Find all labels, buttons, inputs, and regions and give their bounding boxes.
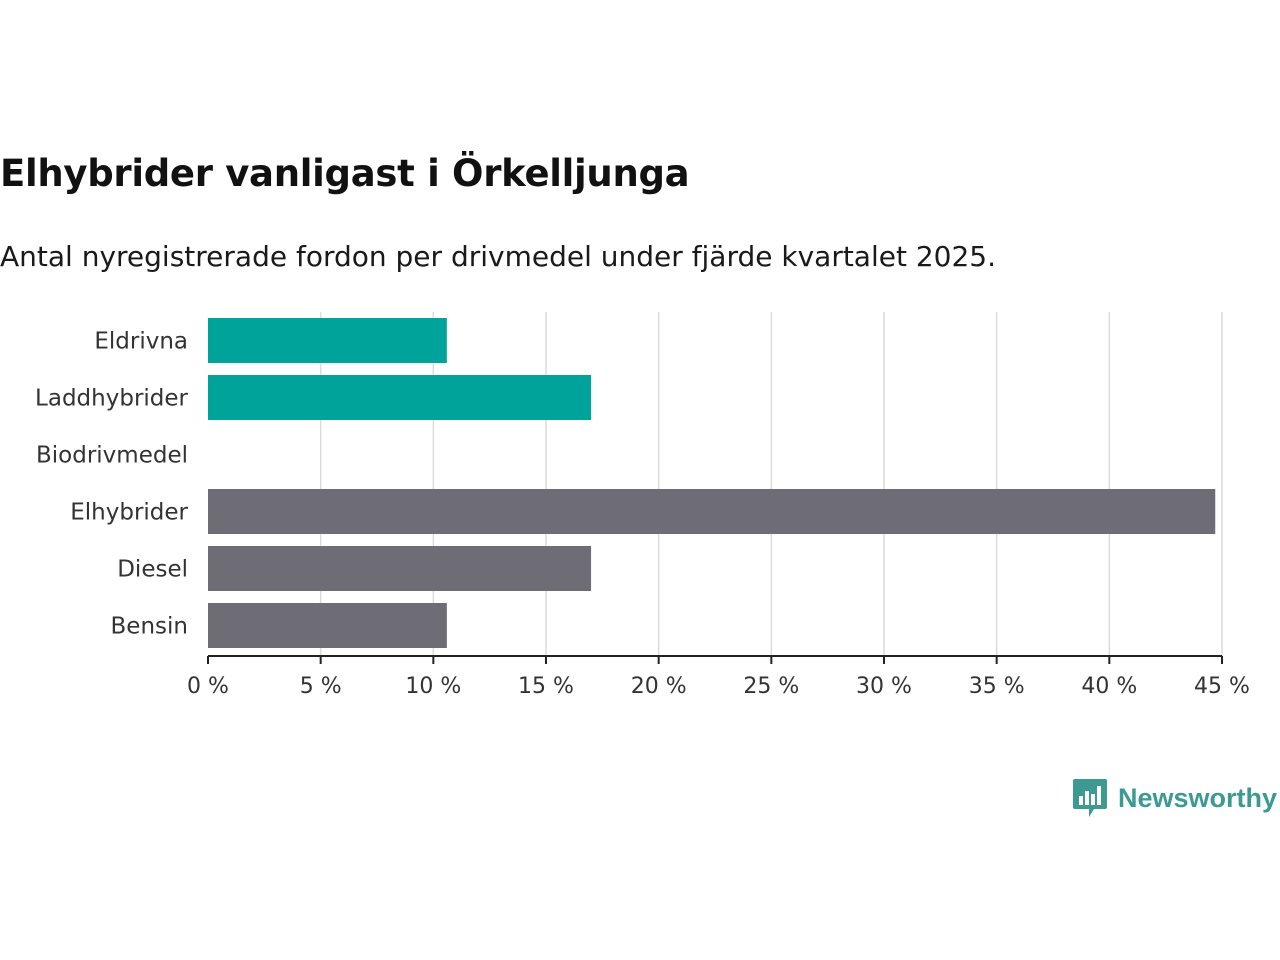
category-label-laddhybrider: Laddhybrider (35, 386, 188, 412)
bar-eldrivna (208, 318, 447, 363)
x-tick-label-3: 15 % (518, 674, 574, 699)
category-label-eldrivna: Eldrivna (94, 329, 188, 355)
x-tick-label-9: 45 % (1194, 674, 1250, 699)
x-tick-label-4: 20 % (631, 674, 687, 699)
x-tick-label-1: 5 % (300, 674, 342, 699)
brand-name: Newsworthy (1118, 782, 1278, 813)
category-label-diesel: Diesel (117, 557, 188, 583)
category-label-elhybrider: Elhybrider (70, 500, 188, 526)
x-tick-label-8: 40 % (1081, 674, 1137, 699)
bar-bensin (208, 603, 447, 648)
x-tick-label-7: 35 % (969, 674, 1025, 699)
bar-chart: Eldrivna Laddhybrider Biodrivmedel Elhybrid… (35, 312, 1250, 699)
newsworthy-logo-icon (1073, 779, 1107, 817)
x-tick-label-5: 25 % (743, 674, 799, 699)
category-label-bensin: Bensin (111, 614, 188, 640)
bar-laddhybrider (208, 375, 592, 420)
brand-logo: Newsworthy (1072, 776, 1277, 820)
x-tick-label-0: 0 % (187, 674, 229, 699)
x-tick-label-2: 10 % (405, 674, 461, 699)
chart-subtitle: Antal nyregistrerade fordon per drivmede… (0, 240, 997, 273)
x-tick-label-6: 30 % (856, 674, 912, 699)
bar-elhybrider (208, 489, 1216, 534)
bar-diesel (208, 546, 592, 591)
category-label-biodrivmedel: Biodrivmedel (36, 443, 188, 469)
chart-title: Elhybrider vanligast i Örkelljunga (0, 152, 690, 195)
